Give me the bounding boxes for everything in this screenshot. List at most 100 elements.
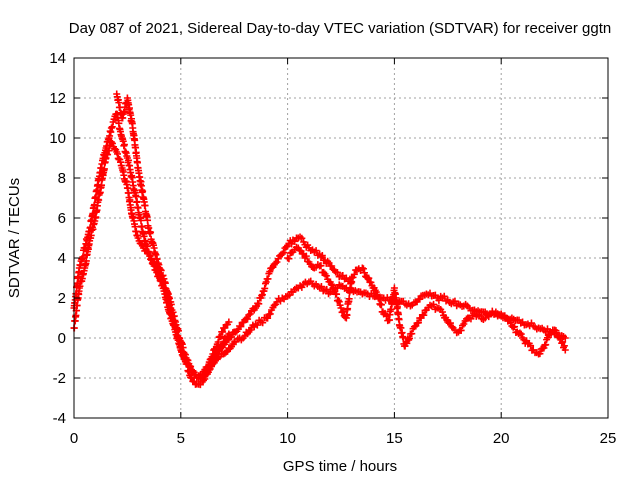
track-point [280, 249, 288, 257]
track-point [420, 311, 428, 319]
data-point [246, 310, 254, 318]
x-tick-label: 25 [600, 430, 617, 447]
track-point [217, 345, 225, 353]
track-point [333, 290, 341, 298]
track-point [333, 268, 341, 276]
track-point [511, 323, 519, 331]
track-point [377, 301, 385, 309]
track-point [318, 252, 326, 259]
track-point [79, 253, 87, 261]
track-point [228, 333, 236, 341]
track-point [210, 359, 218, 367]
data-points [70, 90, 569, 389]
track-point [317, 262, 325, 270]
track-point [298, 234, 306, 242]
x-tick-label: 10 [279, 430, 296, 447]
data-point [107, 124, 115, 132]
data-point [225, 318, 233, 326]
track-point [451, 297, 459, 305]
track-point [559, 338, 567, 346]
y-tick-label: 6 [58, 210, 66, 227]
chart-title: Day 087 of 2021, Sidereal Day-to-day VTE… [69, 20, 611, 37]
track-point [264, 275, 272, 283]
track-point [392, 294, 400, 302]
track-point [457, 326, 465, 334]
y-tick-label: 8 [58, 170, 66, 187]
track-point [360, 269, 368, 277]
track-point [253, 321, 261, 329]
track-point [317, 283, 325, 291]
track-point [302, 252, 310, 260]
track-point [146, 252, 154, 260]
track-point [527, 342, 535, 350]
track-point [387, 305, 395, 313]
axis-ticks [73, 57, 609, 419]
track-point [147, 228, 155, 236]
data-point [278, 250, 286, 258]
track-point [542, 341, 550, 349]
track-point [327, 280, 335, 288]
track-point [414, 319, 422, 327]
y-tick-label: 2 [58, 290, 66, 307]
track-point [446, 319, 454, 327]
track-point [108, 139, 116, 147]
y-axis-label: SDTVAR / TECUs [6, 178, 23, 298]
track-point [202, 369, 210, 377]
y-tick-label: 14 [49, 50, 66, 67]
y-tick-labels: -4 -2 0 2 4 6 8 10 12 14 [49, 50, 66, 427]
track-point [517, 330, 525, 338]
track-point [255, 300, 263, 308]
track-point [266, 310, 274, 318]
track-point [272, 259, 280, 267]
track-point [435, 296, 443, 304]
track-point [516, 329, 524, 337]
track-point [416, 295, 424, 303]
track-point [536, 350, 544, 358]
track-point [440, 292, 448, 300]
track-point [406, 334, 414, 342]
x-tick-label: 20 [493, 430, 510, 447]
track-point [187, 362, 195, 370]
track-point [184, 356, 192, 364]
track-point [217, 333, 225, 341]
track-point [312, 247, 320, 255]
track-point [259, 319, 267, 327]
track-point [322, 272, 330, 280]
plot-frame [73, 57, 609, 419]
y-tick-label: -2 [53, 370, 66, 387]
track-point [141, 202, 149, 210]
track-point [120, 141, 128, 149]
track-point [157, 266, 165, 274]
y-tick-label: 10 [49, 130, 66, 147]
track-point [399, 334, 407, 342]
track-point [359, 265, 367, 273]
track-point [100, 165, 108, 173]
y-tick-label: 0 [58, 330, 66, 347]
data-point [497, 310, 505, 318]
track-point [430, 300, 438, 308]
track-point [245, 311, 253, 319]
track-point [350, 270, 358, 278]
track-point [323, 285, 331, 293]
track-point [334, 296, 342, 304]
x-tick-label: 0 [70, 430, 78, 447]
track-point [339, 272, 347, 280]
track-point [108, 123, 116, 131]
track-point [335, 298, 343, 306]
grid [74, 58, 608, 418]
data-point [209, 360, 217, 368]
y-tick-label: 4 [58, 250, 66, 267]
y-tick-label: 12 [49, 90, 66, 107]
track-point [552, 327, 560, 335]
track-point [237, 323, 245, 331]
track-point [408, 330, 416, 338]
track-point [365, 274, 373, 282]
track-point [547, 331, 555, 339]
data-point [107, 138, 115, 146]
track-point [221, 324, 229, 332]
x-axis-label: GPS time / hours [283, 458, 397, 475]
track-point [382, 312, 390, 320]
track-point [244, 315, 252, 323]
track-point [264, 314, 272, 322]
